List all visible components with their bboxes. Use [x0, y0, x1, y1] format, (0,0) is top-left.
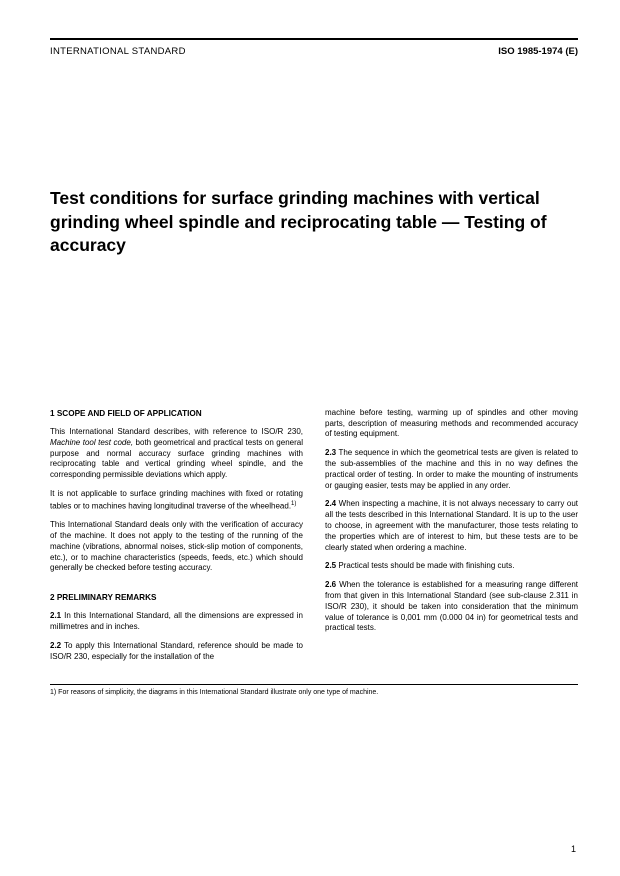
left-column: 1 SCOPE AND FIELD OF APPLICATION This In… — [50, 408, 303, 671]
section2-para25: 2.5 Practical tests should be made with … — [325, 561, 578, 572]
s2p26: When the tolerance is established for a … — [325, 580, 578, 632]
footnote-text: 1) For reasons of simplicity, the diagra… — [50, 689, 578, 696]
s1p1b: Machine tool test code, — [50, 438, 133, 447]
s2p21: In this International Standard, all the … — [50, 611, 303, 631]
s2p26num: 2.6 — [325, 580, 336, 589]
s1p2sup: 1) — [291, 501, 296, 507]
section2-heading: 2 PRELIMINARY REMARKS — [50, 592, 303, 603]
right-column: machine before testing, warming up of sp… — [325, 408, 578, 671]
section1-para1: This International Standard describes, w… — [50, 427, 303, 481]
s2p25: Practical tests should be made with fini… — [336, 561, 514, 570]
section1-para2: It is not applicable to surface grinding… — [50, 489, 303, 512]
section2-para26: 2.6 When the tolerance is established fo… — [325, 580, 578, 634]
section2-para22cont: machine before testing, warming up of sp… — [325, 408, 578, 440]
footnote-rule — [50, 684, 578, 685]
s2p23num: 2.3 — [325, 448, 336, 457]
top-rule — [50, 38, 578, 40]
main-title: Test conditions for surface grinding mac… — [50, 187, 578, 258]
section1-para3: This International Standard deals only w… — [50, 520, 303, 574]
header-left: INTERNATIONAL STANDARD — [50, 46, 186, 57]
s2p22: To apply this International Standard, re… — [50, 641, 303, 661]
section2-para22: 2.2 To apply this International Standard… — [50, 641, 303, 663]
header-row: INTERNATIONAL STANDARD ISO 1985-1974 (E) — [50, 46, 578, 57]
document-page: INTERNATIONAL STANDARD ISO 1985-1974 (E)… — [0, 0, 620, 876]
s2p24num: 2.4 — [325, 499, 336, 508]
s2p25num: 2.5 — [325, 561, 336, 570]
section2-para24: 2.4 When inspecting a machine, it is not… — [325, 499, 578, 553]
section2-para23: 2.3 The sequence in which the geometrica… — [325, 448, 578, 491]
header-right: ISO 1985-1974 (E) — [498, 46, 578, 57]
s2p23: The sequence in which the geometrical te… — [325, 448, 578, 489]
s1p2: It is not applicable to surface grinding… — [50, 489, 303, 510]
section2-para21: 2.1 In this International Standard, all … — [50, 611, 303, 633]
s2p21num: 2.1 — [50, 611, 61, 620]
s2p24: When inspecting a machine, it is not alw… — [325, 499, 578, 551]
s2p22num: 2.2 — [50, 641, 61, 650]
page-number: 1 — [571, 844, 576, 854]
body-columns: 1 SCOPE AND FIELD OF APPLICATION This In… — [50, 408, 578, 671]
s1p1a: This International Standard describes, w… — [50, 427, 303, 436]
section1-heading: 1 SCOPE AND FIELD OF APPLICATION — [50, 408, 303, 419]
